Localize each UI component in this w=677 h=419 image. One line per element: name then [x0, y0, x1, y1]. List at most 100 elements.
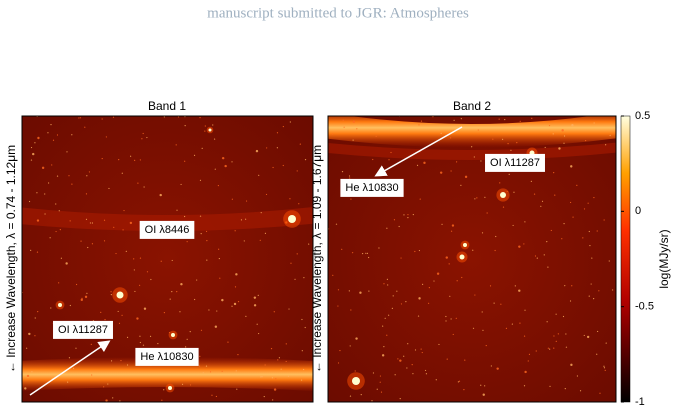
- star: [341, 171, 344, 173]
- star: [206, 240, 208, 242]
- star: [299, 143, 301, 145]
- star: [609, 134, 611, 137]
- star: [365, 252, 367, 254]
- star: [218, 257, 220, 260]
- annotation: OI λ8446: [145, 224, 190, 236]
- star: [490, 365, 492, 367]
- star: [485, 344, 487, 347]
- star: [193, 154, 196, 157]
- star: [30, 249, 32, 251]
- star: [486, 212, 488, 214]
- page-header: manuscript submitted to JGR: Atmospheres: [207, 5, 469, 21]
- star: [531, 117, 533, 119]
- star: [199, 179, 202, 181]
- star: [591, 257, 593, 259]
- star: [472, 327, 475, 329]
- star: [176, 209, 178, 211]
- colorbar-label: log(MJy/sr): [657, 229, 671, 288]
- star: [451, 224, 455, 227]
- star: [563, 223, 565, 225]
- star: [115, 252, 117, 255]
- star: [304, 158, 307, 161]
- star: [379, 375, 382, 377]
- star: [118, 159, 120, 161]
- star: [482, 329, 484, 331]
- star: [110, 291, 112, 293]
- star: [237, 354, 239, 356]
- star: [553, 172, 555, 174]
- star: [214, 168, 216, 170]
- star: [450, 230, 453, 232]
- star: [231, 161, 233, 163]
- star: [448, 263, 450, 265]
- star: [359, 291, 362, 294]
- star: [180, 283, 183, 286]
- y-axis-label: ← Increase Wavelength, λ = 0.74 - 1.12μm: [4, 145, 18, 373]
- star: [142, 344, 145, 346]
- star: [511, 323, 513, 325]
- star: [397, 358, 399, 360]
- star: [285, 343, 287, 345]
- star: [256, 323, 258, 325]
- star: [579, 390, 582, 392]
- star: [348, 175, 351, 177]
- star: [233, 302, 237, 306]
- star: [150, 278, 152, 281]
- star: [331, 133, 334, 135]
- star: [350, 198, 352, 200]
- star: [583, 208, 586, 210]
- star: [75, 347, 77, 349]
- star: [51, 164, 53, 166]
- star: [303, 368, 305, 371]
- star: [381, 354, 385, 357]
- band2-frame: [327, 115, 617, 403]
- star: [201, 147, 203, 149]
- star: [159, 193, 162, 197]
- star: [133, 269, 135, 271]
- star: [603, 219, 605, 221]
- star: [391, 307, 393, 309]
- star: [553, 335, 555, 337]
- star: [50, 124, 52, 126]
- star: [171, 291, 173, 293]
- star: [518, 245, 521, 248]
- star: [349, 177, 351, 179]
- star: [91, 243, 94, 245]
- star: [569, 300, 572, 302]
- star: [49, 237, 51, 239]
- star: [407, 343, 409, 345]
- star: [588, 295, 590, 297]
- star: [118, 322, 121, 325]
- star: [84, 295, 88, 299]
- star: [90, 343, 92, 345]
- colorbar-tick-label: -0.5: [635, 301, 654, 313]
- star: [516, 142, 518, 144]
- band1-frame: [21, 115, 314, 403]
- star: [471, 146, 473, 148]
- star: [189, 331, 191, 333]
- star: [264, 232, 267, 234]
- star: [200, 329, 203, 331]
- star: [527, 360, 529, 362]
- star: [100, 311, 102, 313]
- star: [240, 219, 243, 221]
- star: [36, 219, 40, 222]
- colorbar-tick-label: 0.5: [635, 110, 650, 122]
- star: [544, 146, 546, 149]
- arrow: [29, 340, 111, 396]
- star: [265, 193, 268, 196]
- star: [477, 129, 479, 131]
- star: [163, 312, 166, 314]
- star: [81, 297, 83, 299]
- star: [101, 118, 103, 120]
- star: [423, 161, 426, 165]
- star: [352, 139, 354, 141]
- star: [139, 284, 141, 286]
- star: [218, 248, 220, 250]
- star: [571, 124, 574, 127]
- star: [505, 327, 508, 329]
- star: [86, 175, 88, 177]
- star: [289, 198, 291, 200]
- star: [603, 365, 605, 367]
- annotation-box: [139, 220, 195, 239]
